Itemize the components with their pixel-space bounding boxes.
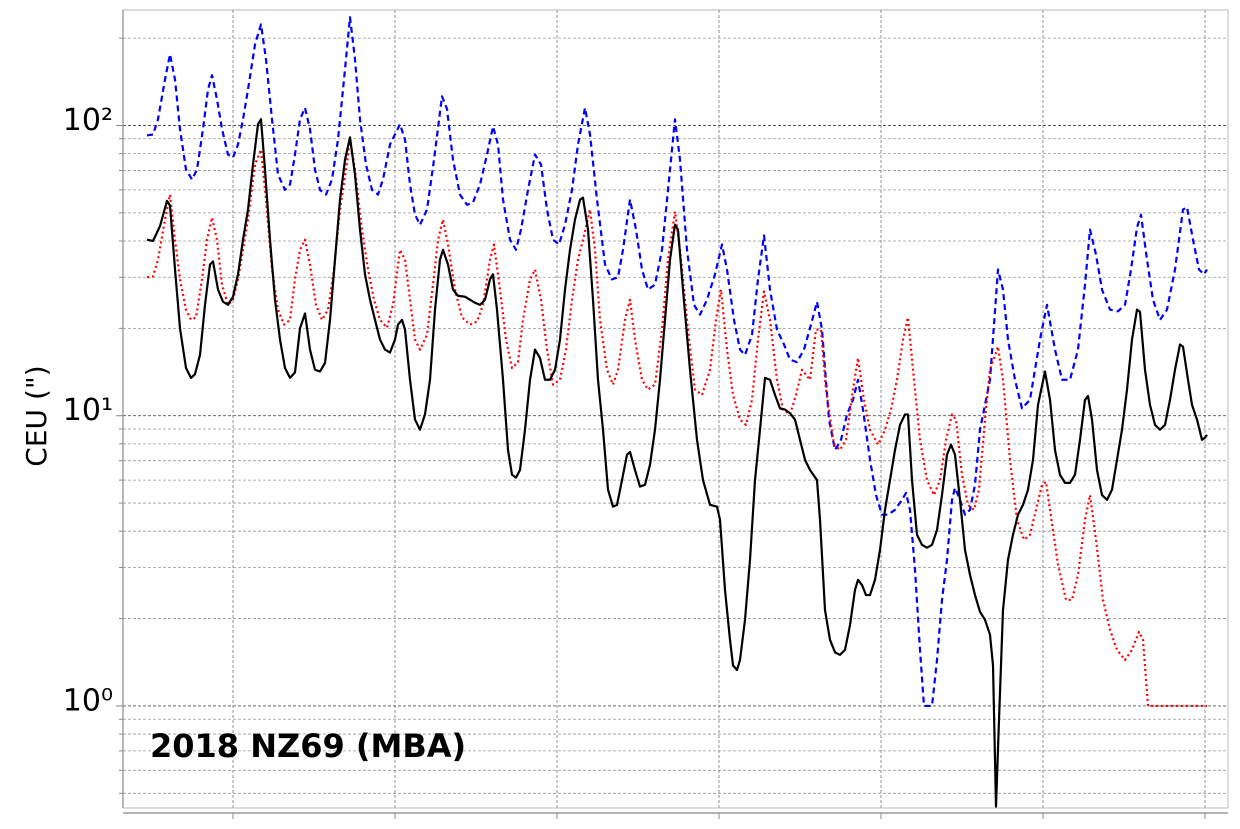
series-line	[146, 16, 1208, 708]
y-tick-label: 10¹	[63, 393, 113, 428]
series-line	[146, 118, 1208, 808]
grid	[116, 10, 1228, 819]
y-axis-label: CEU (")	[20, 365, 53, 466]
y-tick-label: 10⁰	[63, 683, 113, 718]
y-tick-label: 10²	[63, 103, 113, 138]
plot-area	[122, 9, 1229, 809]
annotation: 2018 NZ69 (MBA)	[150, 727, 466, 765]
series-group	[146, 16, 1208, 808]
series-line	[146, 138, 1207, 708]
